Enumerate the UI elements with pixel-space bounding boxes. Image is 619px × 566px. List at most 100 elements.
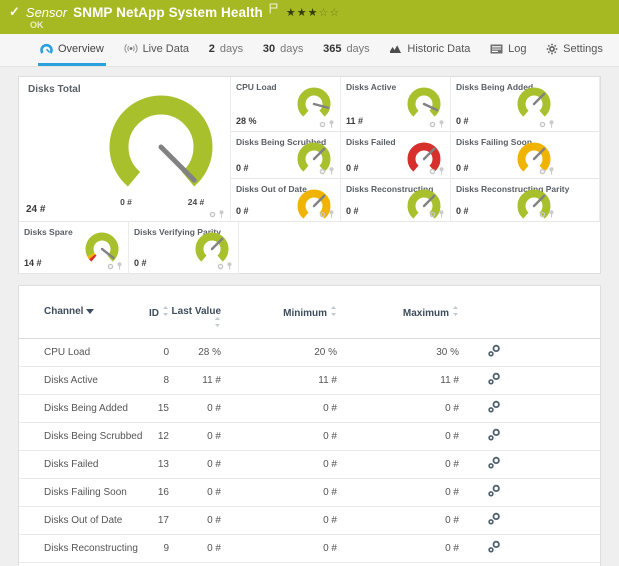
- tab-historic-data[interactable]: Historic Data: [387, 34, 472, 66]
- gauge-pin-icon[interactable]: [329, 167, 334, 175]
- gauge-settings-gear-icon[interactable]: [429, 121, 436, 128]
- channel-name[interactable]: Disks Failing Soon: [19, 479, 144, 507]
- gauge-settings-gear-icon[interactable]: [209, 211, 216, 218]
- gauge-settings-gear-icon[interactable]: [429, 211, 436, 218]
- channel-name[interactable]: Disks Out of Date: [19, 507, 144, 535]
- gauge-disks-failing-soon[interactable]: Disks Failing Soon0 #: [451, 132, 600, 179]
- channel-actions: [459, 367, 529, 395]
- channel-row-disks-failing-soon[interactable]: Disks Failing Soon160 #0 #0 #: [19, 479, 600, 507]
- gauge-settings-gear-icon[interactable]: [319, 211, 326, 218]
- channel-minimum: 0 #: [221, 507, 337, 535]
- gauge-disks-verifying-parity[interactable]: Disks Verifying Parity0 #: [129, 222, 239, 274]
- channel-row-disks-out-of-date[interactable]: Disks Out of Date170 #0 #0 #: [19, 507, 600, 535]
- column-header-minimum[interactable]: Minimum: [221, 286, 337, 339]
- channel-name[interactable]: Disks Failed: [19, 451, 144, 479]
- tab-30-days[interactable]: 30days: [261, 34, 306, 66]
- prtg-sensor-page: ✓ Sensor SNMP NetApp System Health ★★★☆☆…: [0, 0, 619, 566]
- channel-row-disks-being-scrubbed[interactable]: Disks Being Scrubbed120 #0 #0 #: [19, 423, 600, 451]
- channel-settings-icon[interactable]: [488, 484, 501, 497]
- channel-row-disks-active[interactable]: Disks Active811 #11 #11 #: [19, 367, 600, 395]
- star-empty-icon[interactable]: ☆: [319, 7, 330, 19]
- star-filled-icon[interactable]: ★: [308, 7, 319, 19]
- channel-settings-icon[interactable]: [488, 540, 501, 553]
- gauge-pin-icon[interactable]: [549, 210, 554, 218]
- gauge-pin-icon[interactable]: [329, 120, 334, 128]
- tab-live-data[interactable]: Live Data: [122, 34, 191, 66]
- tab-2-days[interactable]: 2 days: [207, 34, 245, 66]
- flag-icon: [269, 1, 278, 19]
- gauge-settings-gear-icon[interactable]: [319, 121, 326, 128]
- gauge-pin-icon[interactable]: [219, 210, 224, 218]
- channel-row-disks-reconstructing[interactable]: Disks Reconstructing90 #0 #0 #: [19, 535, 600, 563]
- gauge-pin-icon[interactable]: [439, 167, 444, 175]
- gauge-pin-icon[interactable]: [329, 210, 334, 218]
- gauge-pin-icon[interactable]: [117, 262, 122, 270]
- gauge-settings-gear-icon[interactable]: [539, 211, 546, 218]
- column-header-channel[interactable]: Channel: [19, 286, 144, 339]
- gauge-value: 0 #: [236, 163, 249, 173]
- tab-settings[interactable]: Settings: [544, 34, 605, 66]
- channel-last-value: 0 #: [169, 423, 221, 451]
- gauge-disks-out-of-date[interactable]: Disks Out of Date0 #: [231, 179, 341, 222]
- channel-row-disks-failed[interactable]: Disks Failed130 #0 #0 #: [19, 451, 600, 479]
- gauge-dial: [404, 186, 444, 226]
- channel-settings-icon[interactable]: [488, 512, 501, 525]
- star-filled-icon[interactable]: ★: [286, 7, 297, 19]
- channel-name[interactable]: Disks Reconstructing: [19, 535, 144, 563]
- gauge-disks-active[interactable]: Disks Active11 #: [341, 77, 451, 132]
- gauge-settings-gear-icon[interactable]: [429, 168, 436, 175]
- gauge-settings-gear-icon[interactable]: [319, 168, 326, 175]
- tab-label: days: [280, 43, 303, 55]
- channel-minimum: 0 #: [221, 423, 337, 451]
- column-header-maximum[interactable]: Maximum: [337, 286, 459, 339]
- gauge-pin-icon[interactable]: [549, 167, 554, 175]
- star-filled-icon[interactable]: ★: [297, 7, 308, 19]
- channel-settings-icon[interactable]: [488, 456, 501, 469]
- gauge-cpu-load[interactable]: CPU Load28 %: [231, 77, 341, 132]
- gauge-disks-reconstructing[interactable]: Disks Reconstructing0 #: [341, 179, 451, 222]
- column-header-id[interactable]: ID: [144, 286, 169, 339]
- channel-name[interactable]: Disks Being Added: [19, 395, 144, 423]
- gauge-disks-being-scrubbed[interactable]: Disks Being Scrubbed0 #: [231, 132, 341, 179]
- channel-row-disks-reconstructing-p[interactable]: Disks Reconstructing P...100 #0 #0 #: [19, 563, 600, 566]
- gauge-settings-gear-icon[interactable]: [539, 121, 546, 128]
- channel-settings-icon[interactable]: [488, 428, 501, 441]
- channel-name[interactable]: Disks Active: [19, 367, 144, 395]
- channel-row-cpu-load[interactable]: CPU Load028 %20 %30 %: [19, 339, 600, 367]
- priority-stars[interactable]: ★★★☆☆: [286, 6, 340, 19]
- column-header-last-value[interactable]: Last Value: [169, 286, 221, 339]
- gauge-disks-total[interactable]: Disks Total0 #24 #24 #: [19, 77, 231, 222]
- tab-number: 2: [209, 43, 215, 55]
- tab-label: Historic Data: [407, 43, 470, 55]
- star-empty-icon[interactable]: ☆: [329, 7, 340, 19]
- tab-label: days: [220, 43, 243, 55]
- tab-log[interactable]: Log: [488, 34, 528, 66]
- gauge-disks-being-added[interactable]: Disks Being Added0 #: [451, 77, 600, 132]
- channel-name[interactable]: Disks Reconstructing P...: [19, 563, 144, 566]
- gauge-settings-gear-icon[interactable]: [217, 263, 224, 270]
- tab-365-days[interactable]: 365days: [321, 34, 372, 66]
- gauge-dial: [514, 84, 554, 124]
- channel-row-disks-being-added[interactable]: Disks Being Added150 #0 #0 #: [19, 395, 600, 423]
- tab-overview[interactable]: Overview: [38, 34, 106, 66]
- gauge-pin-icon[interactable]: [549, 120, 554, 128]
- channel-settings-icon[interactable]: [488, 344, 501, 357]
- channel-last-value: 0 #: [169, 451, 221, 479]
- gauge-disks-spare[interactable]: Disks Spare14 #: [19, 222, 129, 274]
- channel-name[interactable]: Disks Being Scrubbed: [19, 423, 144, 451]
- gauge-pin-icon[interactable]: [439, 120, 444, 128]
- gauge-disks-reconstructing-parity[interactable]: Disks Reconstructing Parity0 #: [451, 179, 600, 222]
- column-header-actions: [459, 286, 529, 339]
- gauge-value: 24 #: [26, 204, 45, 215]
- channel-last-value: 0 #: [169, 535, 221, 563]
- gauge-settings-gear-icon[interactable]: [107, 263, 114, 270]
- gauge-disks-failed[interactable]: Disks Failed0 #: [341, 132, 451, 179]
- gauge-pin-icon[interactable]: [227, 262, 232, 270]
- channel-settings-icon[interactable]: [488, 400, 501, 413]
- gauge-label: Disks Active: [346, 82, 396, 92]
- gauge-settings-gear-icon[interactable]: [539, 168, 546, 175]
- channel-name[interactable]: CPU Load: [19, 339, 144, 367]
- channel-settings-icon[interactable]: [488, 372, 501, 385]
- gauge-pin-icon[interactable]: [439, 210, 444, 218]
- sort-both-icon: [214, 317, 221, 327]
